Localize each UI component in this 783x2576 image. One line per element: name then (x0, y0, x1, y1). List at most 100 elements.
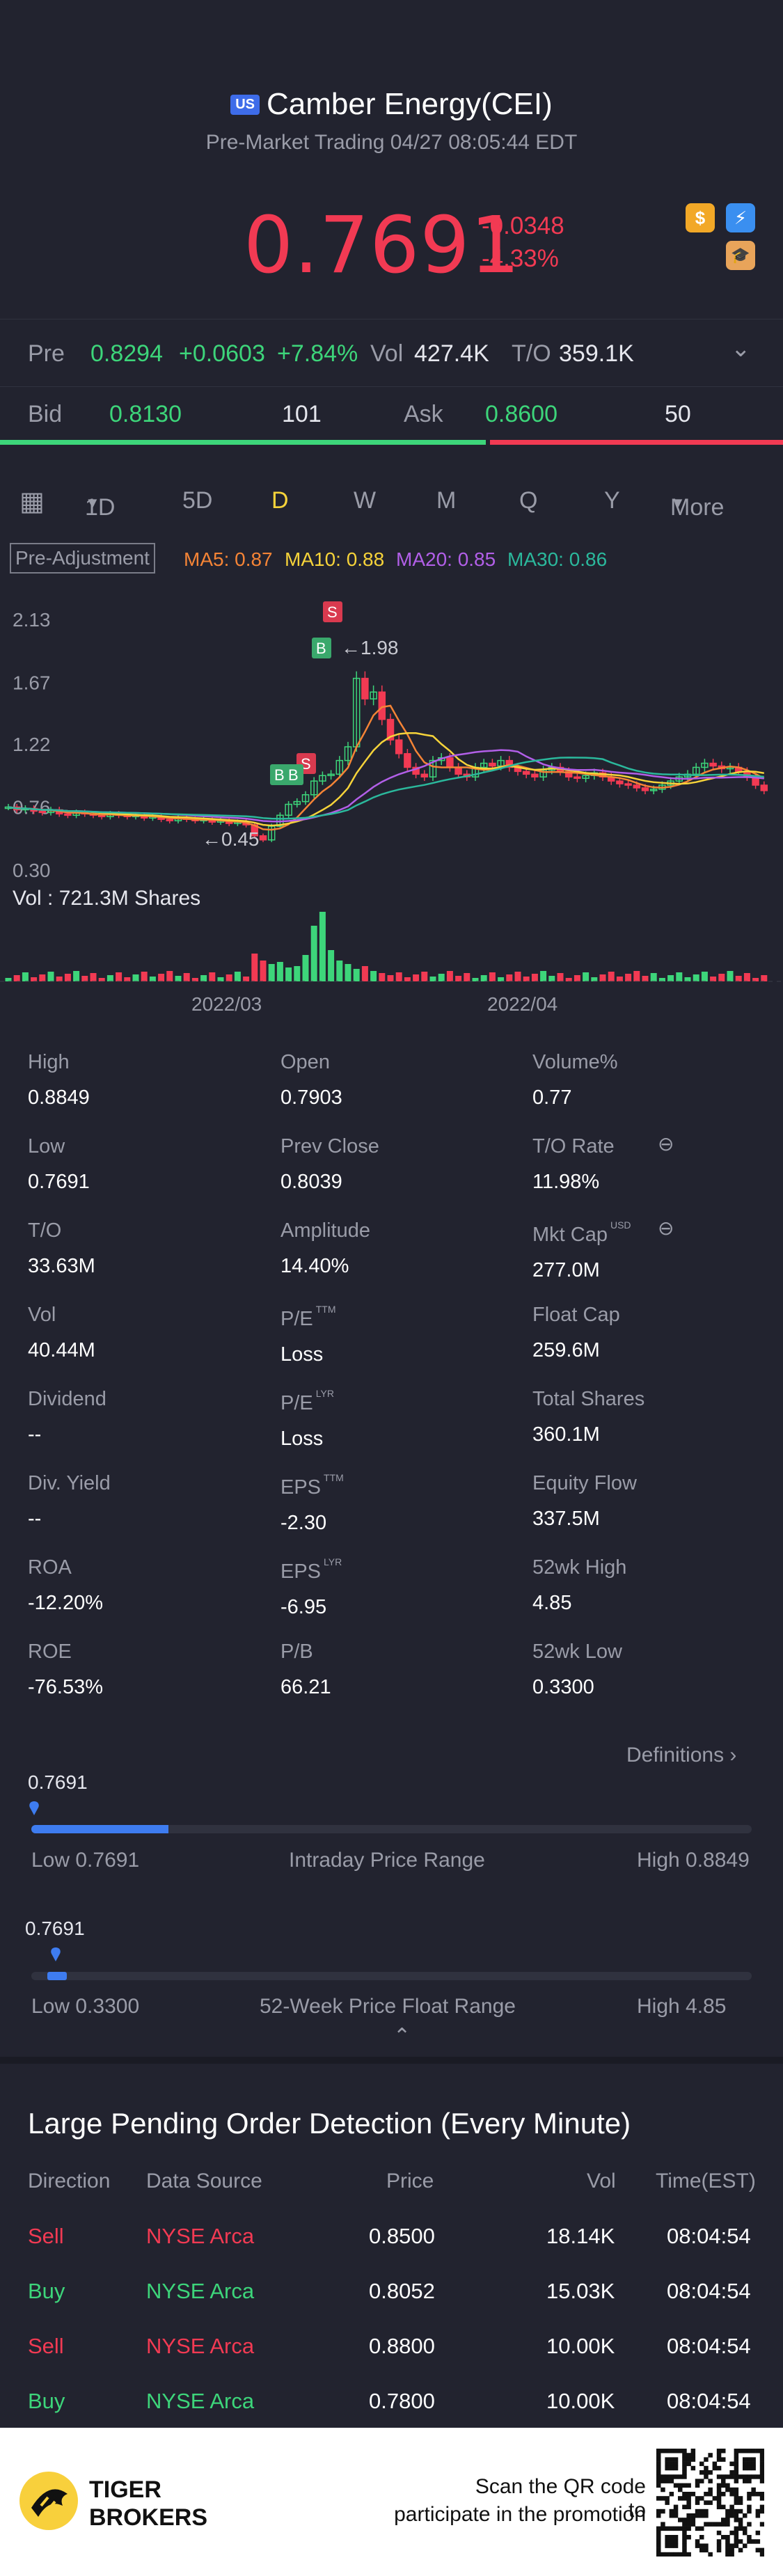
stat-value: 337.5M (532, 1508, 600, 1530)
stat-label: Mkt Cap USD (532, 1219, 631, 1246)
info-icon[interactable]: ⊖ (658, 1217, 674, 1239)
definitions-link[interactable]: Definitions › (626, 1744, 737, 1767)
candle-body (454, 766, 462, 775)
stat-label: ROA (28, 1556, 72, 1579)
high-marker-label: ←1.98 (341, 637, 399, 658)
ask-strength-bar (490, 440, 783, 445)
volume-bar (761, 975, 768, 981)
volume-bar (39, 974, 46, 981)
stat-p-e-lyr: P/E LYR Loss (280, 1388, 334, 1451)
stat-label: EPS LYR (280, 1556, 342, 1583)
volume-bar (523, 977, 530, 981)
bid-ask-row: Bid 0.8130 101 Ask 0.8600 50 (0, 387, 783, 443)
stat-value: 360.1M (532, 1423, 600, 1446)
pre-vol-value: 427.4K (414, 340, 489, 367)
stat-value: 66.21 (280, 1676, 331, 1698)
tab-more[interactable]: More ▼ (670, 494, 725, 521)
trade-marker-letter: B (316, 640, 326, 657)
stat-label: P/E TTM (280, 1304, 336, 1330)
stat-superscript: TTM (315, 1304, 336, 1315)
tab-m[interactable]: M (436, 487, 457, 514)
tab-q[interactable]: Q (519, 487, 538, 514)
volume-bar (47, 972, 54, 981)
order-price: 0.8052 (369, 2279, 435, 2303)
volume-bar (684, 977, 691, 981)
stat-superscript: USD (610, 1219, 631, 1231)
stat-value: Loss (280, 1343, 324, 1366)
trade-marker-letter: S (327, 603, 338, 621)
orders-header-price: Price (386, 2170, 434, 2192)
tab-d[interactable]: D (271, 487, 289, 514)
volume-bar (701, 972, 708, 981)
ma20-label: MA20: 0.85 (396, 548, 496, 570)
candle-body (709, 762, 717, 767)
stat-label: EPS TTM (280, 1472, 344, 1499)
stat-total-shares: Total Shares 360.1M (532, 1388, 644, 1446)
price-chart[interactable]: 2.13 1.67 1.22 0.76 0.30 ←1.98 ←0.45 S B S B B Vol :… (0, 578, 783, 1037)
volume-bar (676, 972, 683, 981)
qr-code-icon[interactable] (656, 2449, 764, 2557)
caret-down-icon: ▼ (670, 494, 686, 512)
volume-bar (132, 974, 139, 981)
tab-1d[interactable]: 1D ▼ (85, 494, 116, 521)
stat-equity-flow: Equity Flow 337.5M (532, 1472, 637, 1531)
y-tick-label: 1.22 (13, 734, 51, 755)
volume-bar (438, 974, 445, 981)
volume-bar (489, 972, 496, 981)
info-icon[interactable]: ⊖ (658, 1133, 674, 1155)
volume-bar (22, 972, 29, 981)
pre-market-row[interactable]: Pre 0.8294 +0.0603 +7.84% Vol 427.4K T/O… (0, 319, 783, 387)
volume-bar (472, 978, 479, 981)
pre-adjustment-button[interactable]: Pre-Adjustment (10, 543, 155, 574)
chevron-up-icon[interactable]: ⌃ (393, 2025, 411, 2048)
tab-w[interactable]: W (354, 487, 377, 514)
volume-bar (540, 971, 547, 981)
education-icon[interactable]: 🎓 (726, 241, 755, 270)
orders-header-source: Data Source (146, 2170, 262, 2192)
bid-label: Bid (28, 401, 63, 427)
stat-label: P/B (280, 1641, 313, 1663)
flash-icon[interactable]: ⚡ (726, 203, 755, 232)
volume-bar (727, 971, 734, 981)
volume-bar (90, 973, 97, 981)
tab-5d[interactable]: 5D (182, 487, 213, 514)
volume-bar (5, 978, 12, 981)
volume-bar (217, 977, 224, 981)
intraday-high: High 0.8849 (637, 1849, 750, 1872)
volume-bar (633, 971, 640, 981)
volume-bar (64, 974, 71, 981)
volume-bar (106, 975, 113, 981)
week52-track (31, 1972, 752, 1980)
volume-bar (319, 912, 326, 981)
week52-title: 52-Week Price Float Range (260, 1995, 516, 2018)
candle-body (335, 759, 344, 775)
stat-value: 11.98% (532, 1171, 600, 1193)
stat-value: 0.3300 (532, 1676, 594, 1698)
trade-marker-badge (284, 764, 303, 785)
pre-label: Pre (28, 340, 65, 367)
stat-dividend: Dividend -- (28, 1388, 106, 1446)
quote-header: US Camber Energy(CEI) Pre-Market Trading … (0, 0, 783, 317)
volume-bar (752, 978, 759, 981)
stat-label: Vol (28, 1304, 56, 1326)
candle-body (344, 746, 352, 761)
period-tabs: ▦ 1D ▼ 5D D W M Q Y More ▼ (0, 480, 783, 529)
order-source: NYSE Arca (146, 2334, 255, 2358)
intraday-fill (31, 1825, 168, 1833)
volume-bar (599, 974, 606, 981)
candle-body (395, 739, 403, 754)
volume-bar (642, 976, 649, 981)
chevron-down-icon[interactable]: ⌄ (731, 335, 751, 362)
volume-bar (667, 975, 674, 981)
volume-bar (531, 974, 538, 981)
tab-y[interactable]: Y (604, 487, 620, 514)
dollar-icon[interactable]: $ (686, 203, 715, 232)
layout-grid-icon[interactable]: ▦ (19, 487, 45, 516)
ma5-line (8, 704, 765, 831)
volume-bar (175, 976, 182, 981)
stat-superscript: LYR (315, 1388, 334, 1399)
stat-eps-lyr: EPS LYR -6.95 (280, 1556, 342, 1619)
ma5-label: MA5: 0.87 (184, 548, 273, 570)
volume-bar (73, 971, 80, 981)
candle-body (429, 759, 437, 777)
